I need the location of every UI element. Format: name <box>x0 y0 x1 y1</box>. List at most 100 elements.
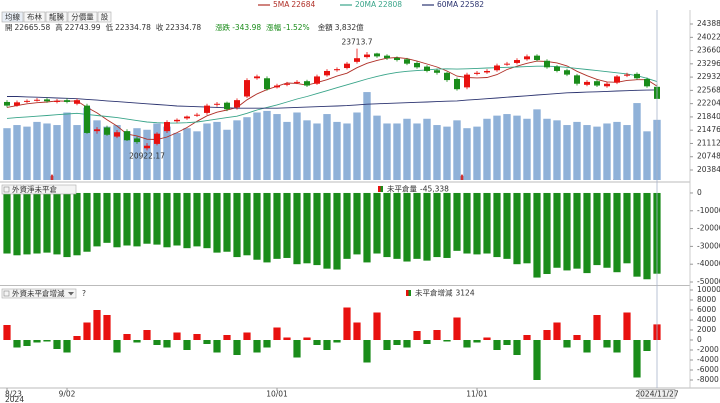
candle-body <box>174 119 180 122</box>
bar <box>353 322 361 340</box>
volume-bar <box>603 123 611 180</box>
bar <box>363 192 371 263</box>
bar <box>583 192 591 274</box>
y-tick-label: -50000 <box>697 277 720 286</box>
candle-body <box>54 100 60 102</box>
bar <box>593 192 601 266</box>
bar <box>173 332 181 340</box>
info-value: 22665.58 <box>15 23 51 32</box>
bar <box>383 340 391 350</box>
legend-name: 未平倉增減 <box>415 288 453 298</box>
bar <box>253 192 261 260</box>
bar <box>83 192 91 252</box>
bar <box>413 192 421 259</box>
bar <box>443 340 451 342</box>
bar <box>403 192 411 262</box>
bar <box>63 340 71 353</box>
info-value: -1.52% <box>283 23 310 32</box>
volume-bar <box>163 126 171 180</box>
panel-selector[interactable] <box>1 288 77 299</box>
volume-bar <box>213 121 221 180</box>
candle-body <box>254 76 260 79</box>
bar <box>73 336 81 340</box>
bar <box>483 337 491 340</box>
bar <box>503 192 511 259</box>
bar <box>423 192 431 261</box>
bar <box>513 192 521 265</box>
toolbar-tab[interactable] <box>45 11 68 23</box>
toolbar-tab[interactable] <box>67 11 98 23</box>
bar <box>623 312 631 340</box>
bar <box>3 192 11 254</box>
volume-bar <box>353 112 361 180</box>
x-tick-label: 8/23 <box>5 390 22 399</box>
volume-bar <box>203 123 211 180</box>
toolbar-tab[interactable] <box>97 11 112 23</box>
bar <box>593 315 601 340</box>
legend-swatch <box>378 186 381 192</box>
bar <box>133 192 141 247</box>
bar <box>453 317 461 340</box>
volume-bar <box>3 128 11 180</box>
bar <box>613 340 621 353</box>
candle-body <box>434 70 440 73</box>
y-tick-label: -2000 <box>697 345 719 354</box>
info-label: 漲幅 <box>266 22 281 32</box>
bar <box>33 340 41 343</box>
bar <box>273 327 281 340</box>
volume-bar <box>463 128 471 180</box>
panel-title: 外資未平倉增減 <box>12 288 65 298</box>
y-tick-label: 23660 <box>697 46 720 55</box>
volume-bar <box>393 123 401 180</box>
dropdown-arrow <box>68 292 74 296</box>
toolbar-tab-label: 均線 <box>5 12 20 22</box>
candle-body <box>104 127 110 135</box>
volume-bar <box>223 129 231 180</box>
bar <box>193 334 201 340</box>
volume-bar <box>133 128 141 180</box>
volume-bar <box>493 115 501 180</box>
volume-bar <box>103 126 111 180</box>
legend-name: 60MA <box>437 0 459 9</box>
legend-swatch <box>406 290 409 296</box>
volume-bar <box>613 121 621 180</box>
candle-body <box>314 76 320 84</box>
candle-body <box>124 131 130 141</box>
legend-name: 未平倉量 <box>387 184 417 194</box>
help-icon[interactable]: ? <box>82 289 86 298</box>
volume-bar <box>253 112 261 180</box>
volume-bar <box>143 129 151 180</box>
bar <box>273 192 281 259</box>
candle-body <box>444 72 450 81</box>
legend-entry: 5MA 22684 <box>273 0 315 9</box>
volume-bar <box>473 126 481 180</box>
candle-body <box>114 132 120 137</box>
candle-body <box>154 133 160 144</box>
legend-entry: 20MA 22808 <box>355 0 402 9</box>
x-tick-label: 11/01 <box>466 390 488 399</box>
candle-body <box>184 116 190 119</box>
bar <box>473 340 481 343</box>
bar <box>53 340 61 349</box>
legend-name: 20MA <box>355 0 377 9</box>
info-label: 低 <box>106 22 114 32</box>
volume-bar <box>183 128 191 180</box>
candle-body <box>614 76 620 83</box>
toolbar-tab[interactable] <box>1 11 24 23</box>
legend-value: 3124 <box>456 289 475 298</box>
bar <box>163 192 171 248</box>
bar <box>23 192 31 255</box>
bar <box>353 192 361 255</box>
y-tick-label: 22204 <box>697 99 720 108</box>
info-label: 金額 <box>318 22 333 32</box>
panel-selector[interactable] <box>1 184 77 195</box>
toolbar-tab[interactable] <box>23 11 46 23</box>
volume-bar <box>433 125 441 180</box>
bar <box>123 334 131 340</box>
info-value: -343.98 <box>232 23 261 32</box>
candle-body <box>474 72 480 74</box>
bar <box>183 192 191 249</box>
candle-body <box>224 102 230 110</box>
bar <box>263 340 271 348</box>
y-tick-label: -8000 <box>697 375 719 384</box>
